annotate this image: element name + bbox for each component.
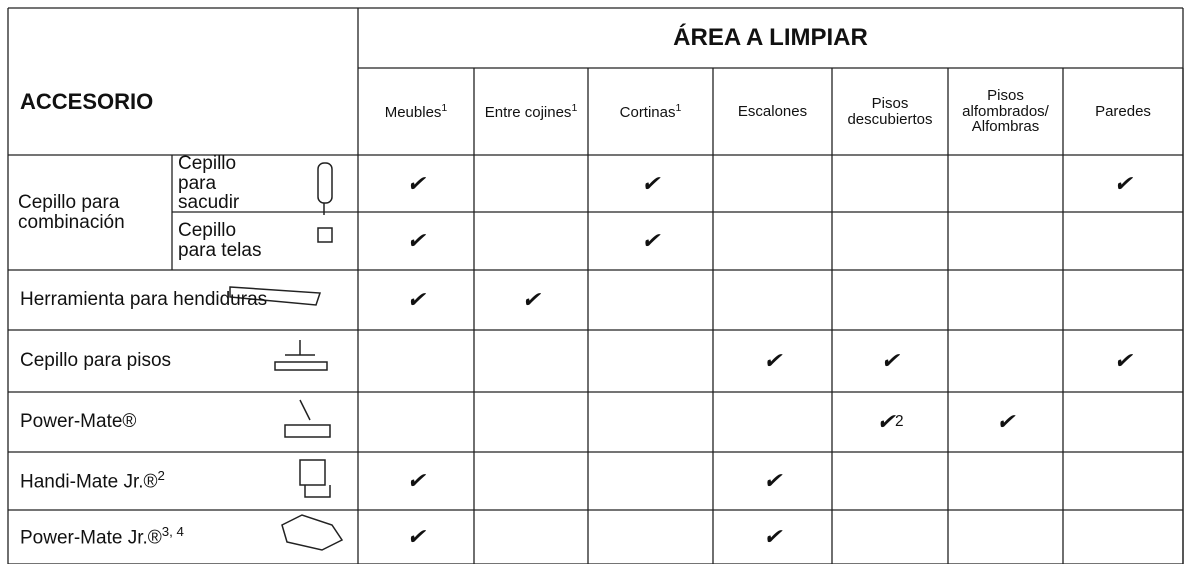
check-cell: ✔ [588, 212, 713, 270]
text: ✔ [996, 409, 1015, 435]
superscript: 3, 4 [161, 524, 184, 540]
check-cell: ✔ [1063, 330, 1183, 392]
check-cell: ✔ [588, 155, 713, 212]
check-cell: ✔ [713, 330, 832, 392]
text: ✔ [880, 348, 900, 374]
text: Cepillo para pisos [20, 350, 172, 372]
group-label: Cepillo para combinación [8, 155, 172, 270]
check-cell: ✔ [358, 510, 474, 564]
check-cell: ✔ [358, 212, 474, 270]
check-cell: ✔ [1063, 155, 1183, 212]
row-label: Handi-Mate Jr.®2 [8, 452, 358, 510]
check-cell: ✔ [713, 510, 832, 564]
column-header: Paredes [1063, 68, 1183, 155]
row-label-text: Cepillo para pisos [20, 351, 171, 371]
text: Meubles [384, 103, 442, 121]
text: ✔ [763, 524, 782, 550]
text: Entre cojines [484, 103, 572, 121]
text: ✔ [406, 468, 426, 494]
superscript: 2 [157, 468, 165, 484]
row-label-text: Power-Mate® [20, 412, 136, 432]
column-label: Paredes [1095, 102, 1151, 120]
column-label: Pisos descubiertos [832, 94, 948, 128]
column-label: Meubles1 [384, 101, 448, 121]
row-label-text: Cepillo para telas [178, 221, 268, 261]
text: ✔ [1113, 348, 1133, 374]
column-header: Pisos descubiertos [832, 68, 948, 155]
check-cell: ✔ [358, 452, 474, 510]
text: ✔ [521, 287, 541, 313]
text: ✔ [406, 287, 426, 313]
superscript: 1 [675, 101, 682, 114]
accessory-title: ACCESORIO [8, 8, 358, 155]
text: ✔ [1113, 170, 1133, 196]
check-cell: ✔ [358, 155, 474, 212]
row-label: Power-Mate Jr.®3, 4 [8, 510, 358, 564]
column-header: Entre cojines1 [474, 68, 588, 155]
row-label-text: Herramienta para hendiduras [20, 290, 267, 310]
row-label: Power-Mate® [8, 392, 358, 452]
text: ✔ [763, 468, 782, 494]
text: ✔ [406, 228, 426, 254]
check-cell: ✔ [832, 330, 948, 392]
text: Cepillo para combinación [18, 191, 125, 233]
text: Cepillo para telas [178, 220, 262, 261]
text: ✔ [763, 348, 782, 374]
column-label: Escalones [737, 102, 808, 120]
superscript: 1 [441, 101, 448, 114]
text: Power-Mate Jr.® [20, 527, 162, 549]
text: Herramienta para hendiduras [20, 289, 268, 311]
check-cell: ✔ [474, 270, 588, 330]
text: ✔ [641, 170, 660, 196]
row-label-text: Cepillo para sacudir [178, 152, 268, 214]
row-label: Cepillo para pisos [8, 330, 358, 392]
text: ✔ [876, 409, 895, 435]
check-cell: ✔ 2 [832, 392, 948, 452]
text: Power-Mate® [20, 411, 137, 433]
text: ✔ [406, 524, 426, 550]
column-header: Pisos alfombrados/ Alfombras [948, 68, 1063, 155]
column-label: Entre cojines1 [484, 101, 578, 121]
row-label: Cepillo para sacudir [172, 152, 358, 214]
text: Pisos descubiertos [847, 94, 933, 128]
check-cell: ✔ [713, 452, 832, 510]
text: ÁREA A LIMPIAR [673, 24, 868, 52]
superscript: 1 [571, 101, 578, 114]
text: ✔ [641, 228, 660, 254]
text: Cepillo para sacudir [178, 152, 240, 214]
check-cell: ✔ [358, 270, 474, 330]
row-label: Herramienta para hendiduras [8, 270, 358, 330]
row-label-text: Handi-Mate Jr.®2 [20, 469, 165, 492]
row-label-text: Power-Mate Jr.®3, 4 [20, 525, 184, 548]
check-cell: ✔ [948, 392, 1063, 452]
text: Handi-Mate Jr.® [20, 471, 158, 493]
text: Cortinas [619, 103, 676, 121]
row-label: Cepillo para telas [172, 212, 358, 270]
text: ACCESORIO [20, 88, 154, 114]
superscript: 2 [894, 412, 904, 430]
text: ✔ [406, 170, 426, 196]
column-header: Cortinas1 [588, 68, 713, 155]
column-label: Pisos alfombrados/ Alfombras [948, 88, 1063, 135]
text: Pisos alfombrados/ Alfombras [962, 86, 1049, 136]
area-title: ÁREA A LIMPIAR [358, 8, 1183, 68]
text: Paredes [1095, 102, 1151, 120]
column-header: Escalones [713, 68, 832, 155]
column-label: Cortinas1 [619, 101, 682, 121]
column-header: Meubles1 [358, 68, 474, 155]
accessory-icons [229, 162, 344, 551]
text: Escalones [737, 102, 808, 120]
